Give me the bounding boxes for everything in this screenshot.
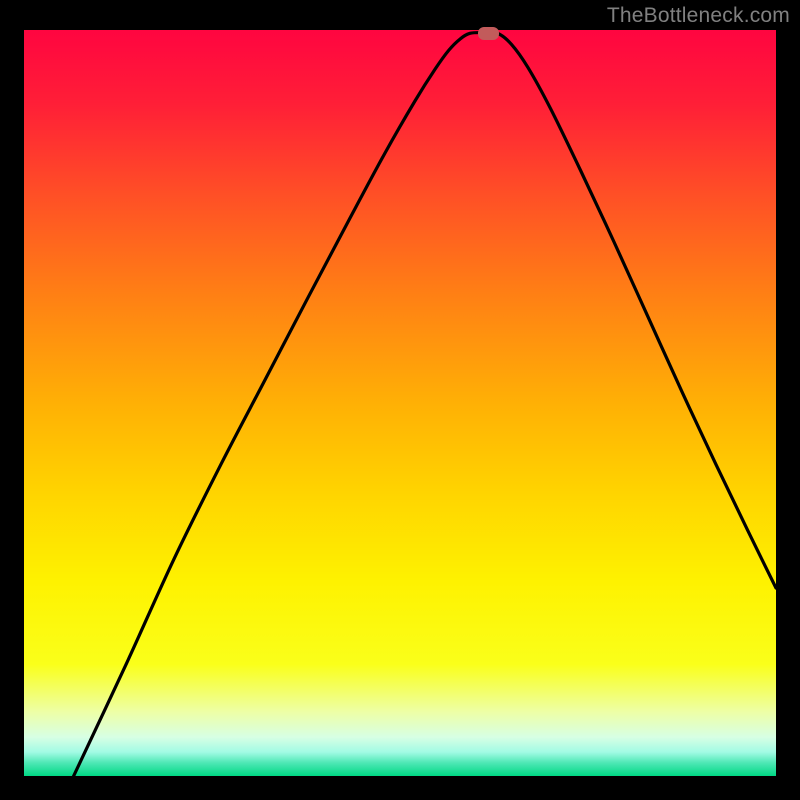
optimal-marker bbox=[478, 27, 499, 40]
bottleneck-curve bbox=[24, 30, 776, 776]
chart-container: { "attribution": "TheBottleneck.com", "c… bbox=[0, 0, 800, 800]
plot-area bbox=[24, 30, 776, 776]
attribution-label: TheBottleneck.com bbox=[607, 4, 790, 28]
